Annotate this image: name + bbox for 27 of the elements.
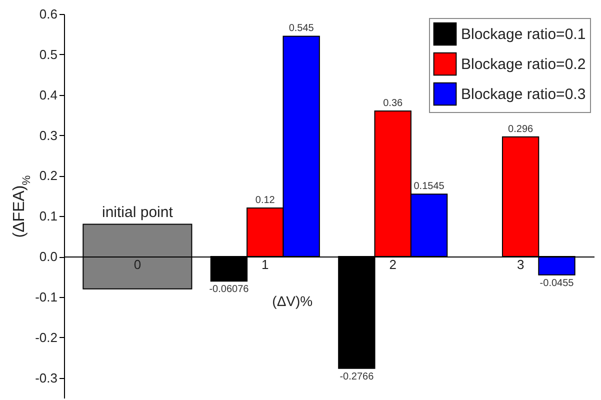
data-label: 0.296 [508, 124, 534, 135]
y-tick-label: -0.3 [35, 370, 58, 386]
legend-label: Blockage ratio=0.2 [461, 56, 586, 73]
data-label: -0.2766 [340, 371, 374, 382]
x-tick-label: 0 [134, 257, 142, 272]
data-label: -0.0455 [540, 278, 574, 289]
y-tick-label: -0.2 [35, 330, 58, 345]
y-tick-label: 0.3 [39, 128, 58, 143]
y-tick-label: 0.4 [39, 87, 58, 102]
data-label: 0.12 [255, 195, 276, 206]
x-tick-label: 2 [389, 257, 396, 272]
y-tick-label: -0.1 [35, 289, 58, 304]
x-axis-title: (ΔV)% [272, 293, 313, 310]
x-tick-label: 3 [516, 257, 524, 272]
y-tick-label: 0.1 [39, 208, 58, 224]
y-tick-label: 0.6 [39, 6, 58, 22]
y-tick-label: 0.5 [39, 46, 58, 62]
data-label: 0.1545 [414, 181, 445, 192]
y-tick-label: 0.2 [39, 168, 58, 184]
legend-label: Blockage ratio=0.1 [461, 26, 586, 43]
annotation: initial point [102, 204, 174, 222]
y-tick-label: 0.0 [39, 249, 58, 264]
legend-label: Blockage ratio=0.3 [461, 86, 586, 103]
data-label: -0.06076 [209, 284, 250, 296]
data-label: 0.36 [383, 98, 404, 110]
data-label: 0.545 [288, 23, 314, 34]
x-tick-label: 1 [262, 257, 269, 272]
